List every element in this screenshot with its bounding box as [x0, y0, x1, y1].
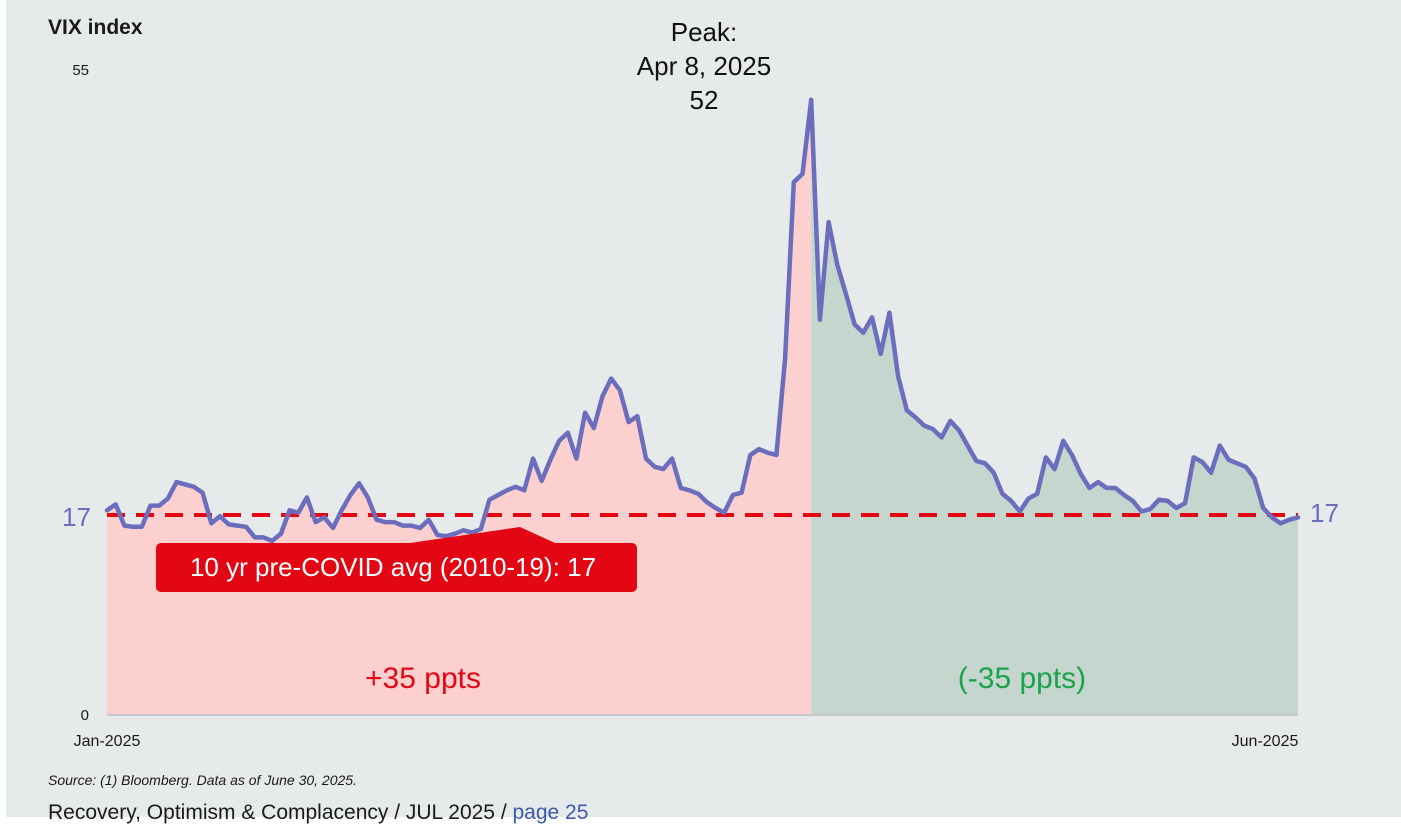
source-note: Source: (1) Bloomberg. Data as of June 3…	[48, 772, 357, 788]
y-tick-zero: 0	[81, 707, 89, 724]
page-link[interactable]: page 25	[512, 801, 589, 824]
callout-label: 10 yr pre-COVID avg (2010-19): 17	[190, 552, 596, 582]
callout-box	[156, 543, 637, 592]
page-footer: Recovery, Optimism & Complacency / JUL 2…	[48, 801, 588, 825]
end-value-label: 17	[1310, 498, 1339, 528]
start-value-label: 17	[62, 502, 91, 532]
callout-pointer	[410, 527, 555, 543]
peak-annotation-line2: Apr 8, 2025	[637, 51, 771, 81]
x-tick-end: Jun-2025	[1232, 733, 1299, 750]
reference-callout: 10 yr pre-COVID avg (2010-19): 17	[156, 527, 637, 592]
y-axis-title: VIX index	[48, 16, 143, 39]
x-tick-start: Jan-2025	[74, 733, 141, 750]
peak-annotation-line1: Peak:	[671, 17, 738, 47]
footer-text: Recovery, Optimism & Complacency / JUL 2…	[48, 801, 513, 824]
rise-label: +35 ppts	[365, 662, 481, 695]
area-fills	[107, 99, 1298, 716]
y-tick-max: 55	[72, 62, 89, 79]
vix-series-line	[104, 97, 1301, 544]
fall-label: (-35 ppts)	[958, 662, 1086, 695]
rise-area	[107, 99, 812, 716]
peak-annotation-line3: 52	[690, 85, 719, 115]
fall-area	[811, 99, 1298, 716]
